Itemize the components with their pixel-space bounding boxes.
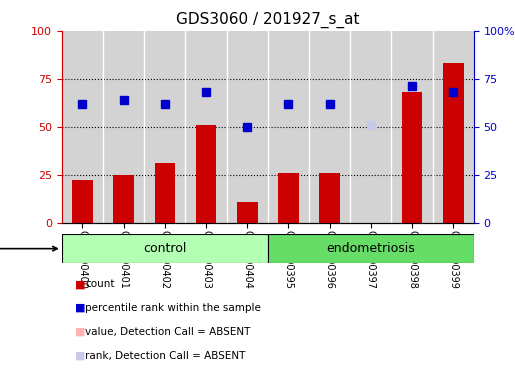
- Bar: [154, 163, 175, 223]
- Text: ■: ■: [75, 327, 85, 337]
- Bar: [268, 234, 474, 263]
- Bar: [237, 202, 258, 223]
- Text: ■: ■: [75, 279, 85, 289]
- Text: count: count: [85, 279, 114, 289]
- Text: disease state: disease state: [0, 243, 57, 254]
- Text: value, Detection Call = ABSENT: value, Detection Call = ABSENT: [85, 327, 250, 337]
- Bar: [113, 175, 134, 223]
- Bar: [278, 173, 299, 223]
- Bar: [196, 125, 216, 223]
- Text: rank, Detection Call = ABSENT: rank, Detection Call = ABSENT: [85, 351, 245, 361]
- Text: ■: ■: [75, 351, 85, 361]
- Bar: [319, 173, 340, 223]
- Bar: [443, 63, 464, 223]
- Text: ■: ■: [75, 303, 85, 313]
- Bar: [62, 234, 268, 263]
- Bar: [402, 92, 422, 223]
- Text: control: control: [143, 242, 186, 255]
- Text: endometriosis: endometriosis: [327, 242, 415, 255]
- Text: percentile rank within the sample: percentile rank within the sample: [85, 303, 261, 313]
- Title: GDS3060 / 201927_s_at: GDS3060 / 201927_s_at: [176, 12, 359, 28]
- Bar: [72, 180, 93, 223]
